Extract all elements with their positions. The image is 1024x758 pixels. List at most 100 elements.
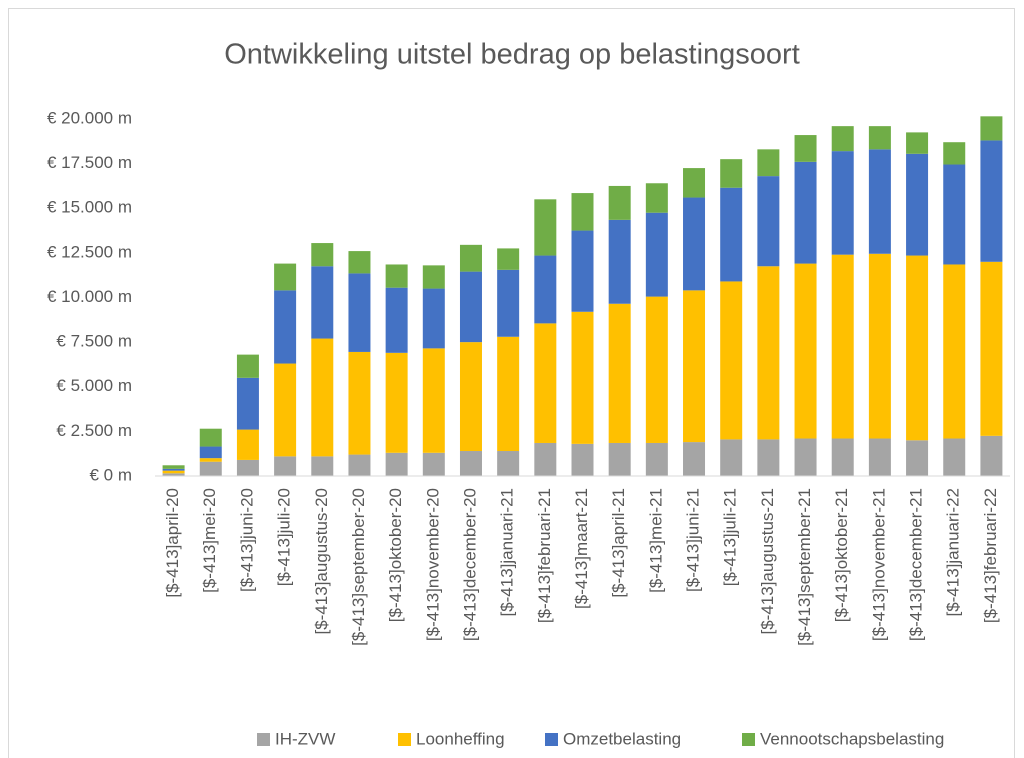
bar-segment — [980, 261, 1003, 436]
bar-segment — [794, 161, 817, 264]
x-tick-label: [$-413]november-21 — [869, 488, 888, 641]
bar-segment — [571, 230, 594, 312]
x-tick-label: [$-413]februari-22 — [981, 488, 1000, 623]
y-tick-label: € 5.000 m — [56, 376, 132, 395]
bar-segment — [906, 255, 929, 441]
bar-segment — [348, 454, 371, 476]
bar-segment — [162, 465, 185, 469]
x-tick-label: [$-413]januari-21 — [498, 488, 517, 617]
bar-segment — [645, 442, 668, 476]
bar-segment — [236, 377, 259, 430]
bar-segment — [236, 459, 259, 476]
x-tick-label: [$-413]mei-20 — [200, 488, 219, 593]
bar-segment — [906, 132, 929, 154]
bar-segment — [943, 142, 966, 165]
x-tick-label: [$-413]november-20 — [423, 488, 442, 641]
bar-segment — [459, 342, 482, 452]
x-tick-label: [$-413]december-20 — [460, 488, 479, 641]
legend-label: Loonheffing — [416, 729, 505, 748]
y-tick-label: € 2.500 m — [56, 421, 132, 440]
bar-segment — [645, 296, 668, 443]
bar-segment — [757, 176, 780, 267]
bar-segment — [720, 439, 743, 476]
bar-segment — [683, 290, 706, 443]
bar-segment — [980, 116, 1003, 141]
bar-segment — [274, 363, 297, 457]
bar-segment — [385, 352, 408, 453]
bar-segment — [459, 451, 482, 476]
chart-title: Ontwikkeling uitstel bedrag op belasting… — [224, 39, 800, 71]
legend-swatch — [257, 733, 270, 746]
legend-label: IH-ZVW — [275, 729, 335, 748]
bar-segment — [162, 468, 185, 471]
bar-segment — [459, 244, 482, 272]
bar-segment — [683, 197, 706, 291]
bar-segment — [422, 265, 445, 289]
x-tick-label: [$-413]september-21 — [795, 488, 814, 646]
bar-segment — [274, 263, 297, 291]
x-tick-label: [$-413]april-20 — [163, 488, 182, 598]
bar-segment — [645, 183, 668, 213]
x-tick-label: [$-413]mei-21 — [646, 488, 665, 593]
bar-segment — [608, 442, 631, 476]
legend-label: Omzetbelasting — [563, 729, 681, 748]
bar-segment — [645, 212, 668, 297]
bar-segment — [571, 443, 594, 476]
x-tick-label: [$-413]oktober-21 — [832, 488, 851, 622]
y-tick-label: € 0 m — [89, 465, 132, 484]
bar-segment — [943, 438, 966, 476]
y-tick-label: € 17.500 m — [47, 153, 132, 172]
x-tick-label: [$-413]maart-21 — [572, 488, 591, 609]
bar-segment — [422, 348, 445, 453]
bar-segment — [274, 290, 297, 364]
legend-swatch — [545, 733, 558, 746]
bar-segment — [868, 149, 891, 254]
y-tick-label: € 20.000 m — [47, 108, 132, 127]
bar-segment — [348, 251, 371, 274]
bar-segment — [236, 429, 259, 460]
bar-segment — [571, 193, 594, 231]
bar-segment — [794, 438, 817, 476]
x-tick-label: [$-413]juni-21 — [684, 488, 703, 592]
y-tick-label: € 7.500 m — [56, 332, 132, 351]
x-tick-label: [$-413]oktober-20 — [386, 488, 405, 622]
bar-segment — [459, 271, 482, 343]
bar-segment — [831, 151, 854, 255]
bar-segment — [422, 452, 445, 476]
bar-segment — [199, 458, 222, 462]
bar-segment — [199, 446, 222, 459]
bar-segment — [348, 273, 371, 352]
bar-segment — [906, 440, 929, 476]
bar-segment — [348, 351, 371, 455]
x-tick-label: [$-413]december-21 — [907, 488, 926, 641]
bar-segment — [980, 435, 1003, 476]
bar-segment — [422, 288, 445, 349]
bar-segment — [794, 263, 817, 439]
y-tick-label: € 12.500 m — [47, 242, 132, 261]
bar-segment — [534, 255, 557, 324]
bar-segment — [943, 164, 966, 265]
bar-segment — [794, 135, 817, 162]
bar-segment — [757, 439, 780, 476]
bar-segment — [608, 303, 631, 443]
y-tick-label: € 10.000 m — [47, 287, 132, 306]
bar-segment — [162, 470, 185, 474]
bar-segment — [868, 126, 891, 150]
bar-segment — [720, 159, 743, 188]
bar-segment — [720, 281, 743, 440]
x-tick-label: [$-413]juli-20 — [275, 488, 294, 586]
bar-segment — [311, 243, 334, 267]
x-tick-label: [$-413]januari-22 — [944, 488, 963, 617]
bar-segment — [608, 219, 631, 304]
bar-segment — [311, 338, 334, 457]
bar-segment — [831, 126, 854, 152]
legend-swatch — [742, 733, 755, 746]
bar-segment — [534, 442, 557, 476]
bar-segment — [720, 187, 743, 282]
bar-segment — [683, 168, 706, 198]
bar-segment — [868, 253, 891, 439]
bar-segment — [906, 153, 929, 256]
bar-segment — [497, 269, 520, 337]
bar-segment — [236, 354, 259, 378]
